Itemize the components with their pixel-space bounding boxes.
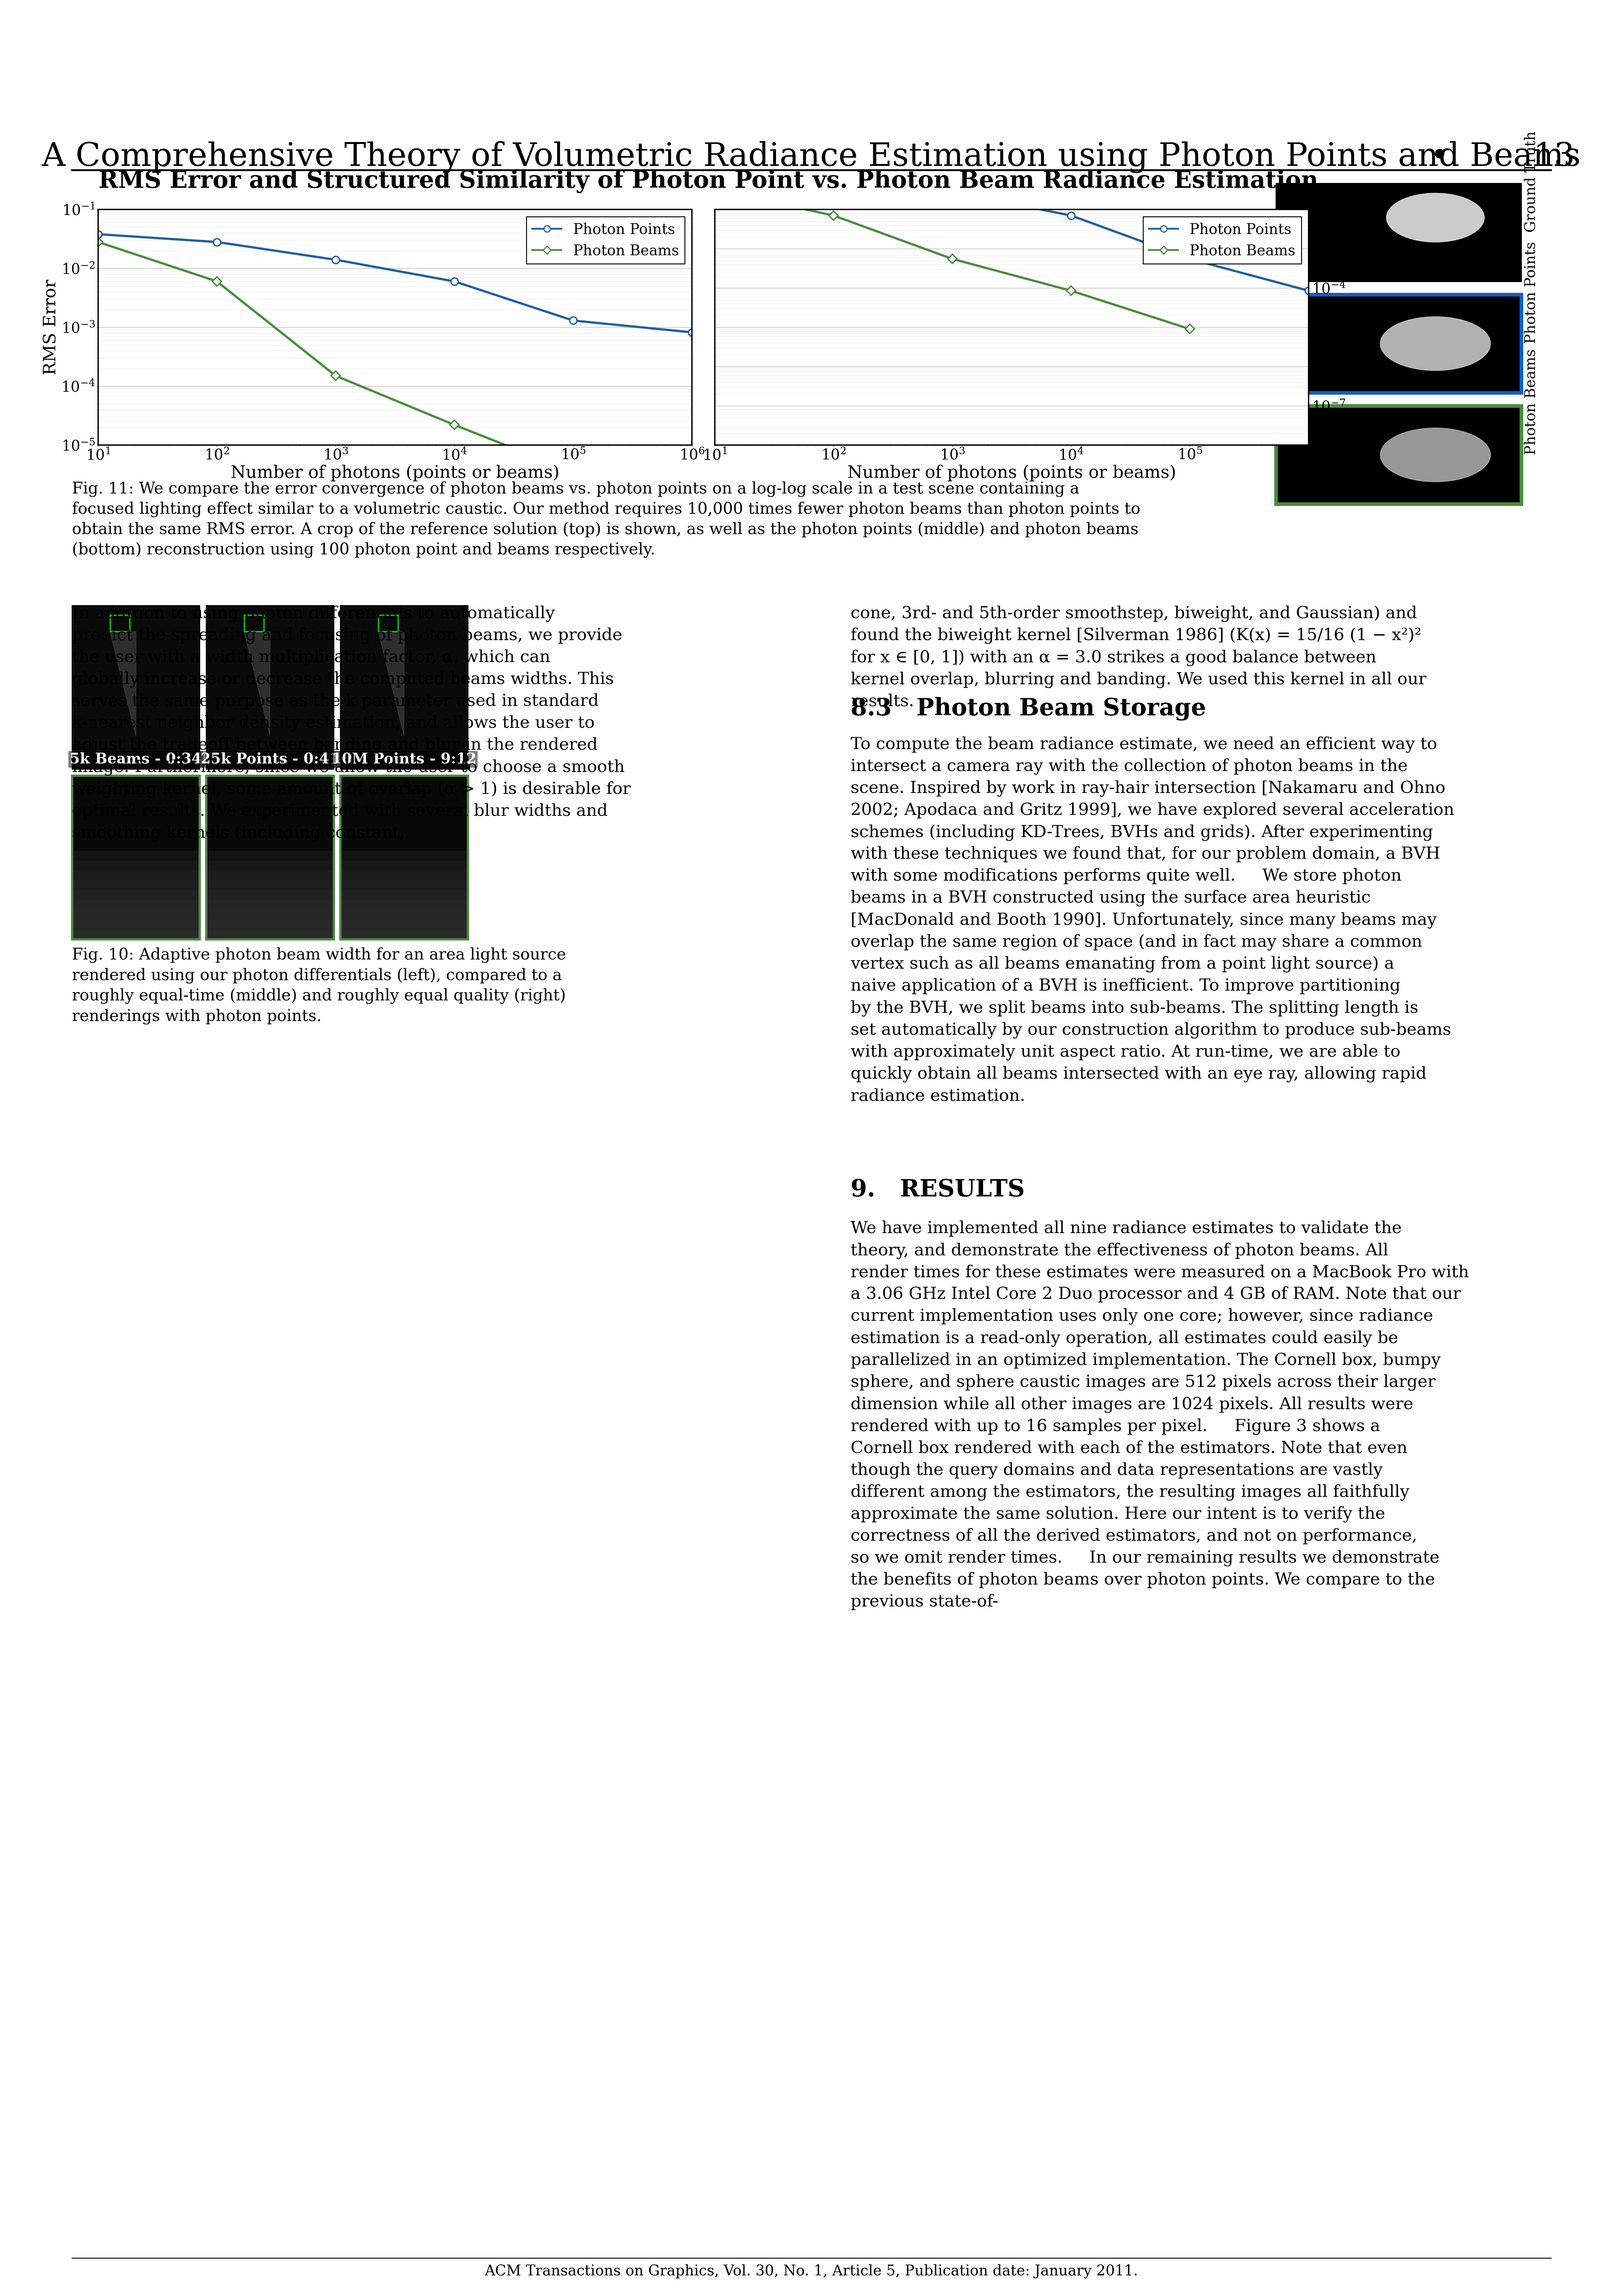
Text: 25k Points - 0:41: 25k Points - 0:41 bbox=[201, 753, 339, 767]
Text: Ground Truth: Ground Truth bbox=[1524, 131, 1539, 232]
X-axis label: Number of photons (points or beams): Number of photons (points or beams) bbox=[230, 464, 560, 482]
Text: 8.3   Photon Beam Storage: 8.3 Photon Beam Storage bbox=[850, 698, 1206, 721]
X-axis label: Number of photons (points or beams): Number of photons (points or beams) bbox=[847, 464, 1177, 482]
FancyBboxPatch shape bbox=[1276, 184, 1521, 282]
FancyBboxPatch shape bbox=[71, 891, 200, 900]
Y-axis label: 1-SSIM: 1-SSIM bbox=[1347, 294, 1363, 360]
Text: 13: 13 bbox=[1534, 142, 1574, 172]
FancyBboxPatch shape bbox=[341, 921, 467, 930]
FancyBboxPatch shape bbox=[206, 776, 334, 939]
FancyBboxPatch shape bbox=[341, 870, 467, 879]
FancyBboxPatch shape bbox=[71, 909, 200, 921]
FancyBboxPatch shape bbox=[206, 861, 334, 870]
FancyBboxPatch shape bbox=[341, 909, 467, 921]
FancyBboxPatch shape bbox=[206, 900, 334, 909]
FancyBboxPatch shape bbox=[341, 930, 467, 939]
FancyBboxPatch shape bbox=[206, 891, 334, 900]
FancyBboxPatch shape bbox=[206, 930, 334, 939]
Text: cone, 3rd- and 5th-order smoothstep, biweight, and Gaussian) and
found the biwei: cone, 3rd- and 5th-order smoothstep, biw… bbox=[850, 606, 1427, 709]
Text: RMS Error and Structured Similarity of Photon Point vs. Photon Beam Radiance Est: RMS Error and Structured Similarity of P… bbox=[99, 170, 1318, 193]
FancyBboxPatch shape bbox=[71, 930, 200, 939]
FancyBboxPatch shape bbox=[206, 879, 334, 891]
FancyBboxPatch shape bbox=[341, 891, 467, 900]
FancyBboxPatch shape bbox=[71, 870, 200, 879]
FancyBboxPatch shape bbox=[71, 776, 200, 939]
Text: 9.   RESULTS: 9. RESULTS bbox=[850, 1178, 1024, 1201]
Text: Fig. 10: Adaptive photon beam width for an area light source
rendered using our : Fig. 10: Adaptive photon beam width for … bbox=[71, 948, 566, 1024]
FancyBboxPatch shape bbox=[341, 861, 467, 870]
Text: In addition to using photon differentials to automatically
predict the spreading: In addition to using photon differential… bbox=[71, 606, 631, 840]
Ellipse shape bbox=[1380, 427, 1490, 482]
FancyBboxPatch shape bbox=[341, 900, 467, 909]
Legend: Photon Points, Photon Beams: Photon Points, Photon Beams bbox=[526, 216, 685, 264]
FancyBboxPatch shape bbox=[206, 606, 334, 769]
Ellipse shape bbox=[1380, 317, 1490, 370]
Text: ACM Transactions on Graphics, Vol. 30, No. 1, Article 5, Publication date: Janua: ACM Transactions on Graphics, Vol. 30, N… bbox=[485, 2264, 1138, 2278]
Text: Fig. 11: We compare the error convergence of photon beams vs. photon points on a: Fig. 11: We compare the error convergenc… bbox=[71, 482, 1141, 558]
FancyBboxPatch shape bbox=[1276, 406, 1521, 503]
FancyBboxPatch shape bbox=[206, 870, 334, 879]
Text: 10M Points - 9:12: 10M Points - 9:12 bbox=[331, 753, 477, 767]
FancyBboxPatch shape bbox=[71, 921, 200, 930]
Polygon shape bbox=[243, 631, 269, 737]
Polygon shape bbox=[110, 631, 136, 737]
FancyBboxPatch shape bbox=[71, 879, 200, 891]
Text: A Comprehensive Theory of Volumetric Radiance Estimation using Photon Points and: A Comprehensive Theory of Volumetric Rad… bbox=[42, 140, 1581, 172]
Text: 5k Beams - 0:34: 5k Beams - 0:34 bbox=[70, 753, 201, 767]
Y-axis label: RMS Error: RMS Error bbox=[42, 280, 60, 374]
Text: •: • bbox=[1430, 142, 1449, 172]
Text: We have implemented all nine radiance estimates to validate the
theory, and demo: We have implemented all nine radiance es… bbox=[850, 1221, 1469, 1609]
FancyBboxPatch shape bbox=[71, 861, 200, 870]
Text: Photon Points: Photon Points bbox=[1524, 241, 1539, 344]
Text: To compute the beam radiance estimate, we need an efficient way to
intersect a c: To compute the beam radiance estimate, w… bbox=[850, 737, 1454, 1104]
Ellipse shape bbox=[1386, 193, 1485, 241]
FancyBboxPatch shape bbox=[341, 606, 467, 769]
FancyBboxPatch shape bbox=[341, 879, 467, 891]
FancyBboxPatch shape bbox=[71, 900, 200, 909]
Polygon shape bbox=[378, 631, 404, 737]
FancyBboxPatch shape bbox=[206, 909, 334, 921]
Legend: Photon Points, Photon Beams: Photon Points, Photon Beams bbox=[1143, 216, 1302, 264]
Text: Photon Beams: Photon Beams bbox=[1524, 349, 1539, 455]
FancyBboxPatch shape bbox=[71, 606, 200, 769]
FancyBboxPatch shape bbox=[1276, 294, 1521, 393]
FancyBboxPatch shape bbox=[206, 921, 334, 930]
FancyBboxPatch shape bbox=[341, 776, 467, 939]
